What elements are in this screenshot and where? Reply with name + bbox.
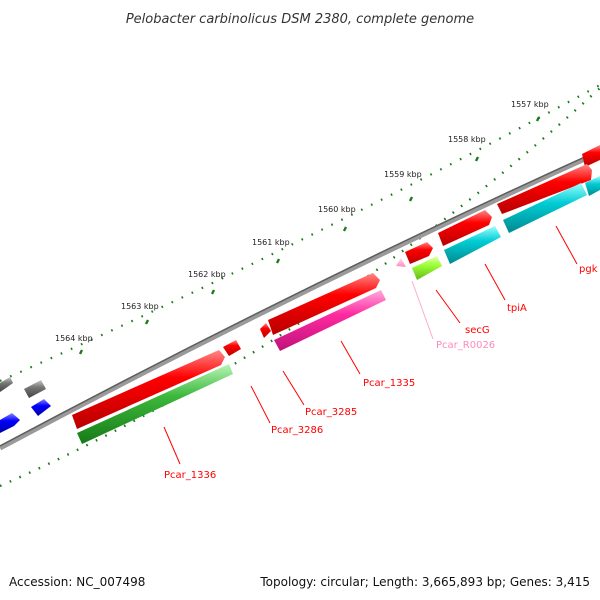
tick-label: 1562 kbp bbox=[188, 270, 226, 279]
trna-1335 bbox=[274, 290, 386, 351]
gene-label-tpiA: tpiA bbox=[507, 303, 527, 314]
blue-feature bbox=[31, 399, 51, 416]
gene-label-pgk: pgk bbox=[579, 264, 598, 275]
gray-feature bbox=[24, 380, 46, 398]
gene-label-secG: secG bbox=[465, 325, 490, 336]
gene-label-Pcar_R0026: Pcar_R0026 bbox=[436, 340, 495, 351]
cds-1336 bbox=[72, 350, 225, 429]
cds-tpiA bbox=[438, 210, 492, 246]
tick-label: 1564 kbp bbox=[55, 334, 93, 343]
misc-1336 bbox=[77, 364, 233, 444]
gene-label-Pcar_3286: Pcar_3286 bbox=[271, 425, 323, 436]
gene-label-Pcar_3285: Pcar_3285 bbox=[305, 407, 357, 418]
genome-stats: Topology: circular; Length: 3,665,893 bp… bbox=[259, 575, 590, 589]
accession-label: Accession: NC_007498 bbox=[9, 575, 145, 589]
rrna-feature bbox=[444, 226, 501, 264]
tick-label: 1561 kbp bbox=[252, 238, 290, 247]
tick-label: 1557 kbp bbox=[511, 100, 549, 109]
gray-feature bbox=[0, 377, 13, 392]
cds-3285 bbox=[260, 323, 271, 338]
rrna-feature bbox=[585, 176, 600, 196]
tick-label: 1563 kbp bbox=[121, 302, 159, 311]
tick-label: 1560 kbp bbox=[318, 205, 356, 214]
blue-feature bbox=[0, 413, 20, 433]
scale-ring bbox=[0, 87, 600, 488]
cds-1335 bbox=[268, 273, 380, 335]
tick-label: 1558 kbp bbox=[448, 135, 486, 144]
cds-3286 bbox=[223, 340, 241, 356]
tick-label: 1559 kbp bbox=[384, 170, 422, 179]
cds-1558 bbox=[497, 164, 592, 214]
ncrna-secG bbox=[412, 256, 442, 280]
leader-lines bbox=[163, 225, 578, 465]
gene-label-Pcar_1336: Pcar_1336 bbox=[164, 470, 216, 481]
map-title: Pelobacter carbinolicus DSM 2380, comple… bbox=[126, 12, 474, 27]
cds-pgk bbox=[582, 145, 600, 167]
cds-secG bbox=[405, 242, 433, 264]
rrna-feature bbox=[503, 183, 587, 233]
major-ticks bbox=[78, 116, 541, 355]
genome-backbone bbox=[0, 149, 600, 451]
trna-R0026 bbox=[396, 258, 406, 267]
gene-label-Pcar_1335: Pcar_1335 bbox=[363, 378, 415, 389]
